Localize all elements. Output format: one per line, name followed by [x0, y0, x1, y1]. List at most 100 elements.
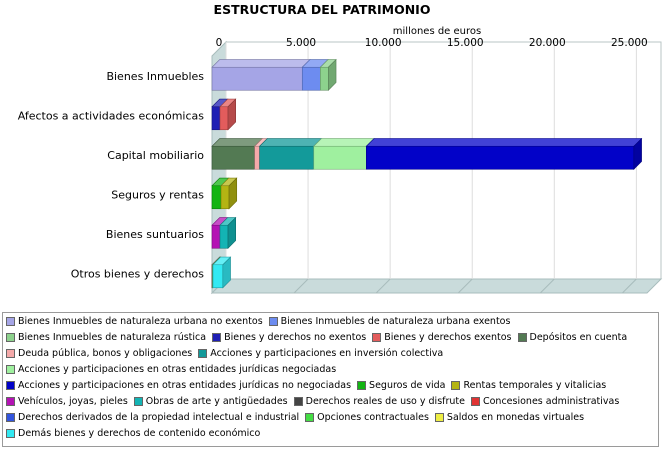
legend-label: Derechos reales de uso y disfrute	[305, 396, 465, 407]
legend-label: Opciones contractuales	[317, 412, 429, 423]
legend-item: Concesiones administrativas	[470, 396, 620, 407]
bar-end	[228, 177, 238, 210]
legend-swatch	[6, 397, 15, 406]
category-label: Otros bienes y derechos	[71, 267, 205, 280]
plot-floor	[210, 278, 663, 294]
legend-item: Acciones y participaciones en otras enti…	[6, 380, 351, 391]
gridline-floor	[457, 278, 473, 294]
legend-item: Acciones y participaciones en otras enti…	[6, 364, 336, 375]
legend-item: Bienes Inmuebles de naturaleza urbana ex…	[268, 316, 511, 327]
x-axis-label: millones de euros	[393, 26, 481, 37]
tick-label: 10.000	[365, 37, 402, 49]
legend-label: Depósitos en cuenta	[529, 332, 628, 343]
legend-label: Acciones y participaciones en otras enti…	[18, 380, 352, 391]
legend-swatch	[268, 317, 278, 326]
tick-label: 20.000	[529, 37, 566, 49]
category-label: Seguros y rentas	[111, 188, 204, 201]
tick-label: 5.000	[286, 37, 316, 49]
bar-top	[258, 138, 323, 147]
gridline-floor	[539, 278, 555, 294]
bar-segment	[211, 106, 221, 131]
bar-segment	[301, 66, 321, 91]
legend-item: Acciones y participaciones en inversión …	[198, 348, 443, 359]
bar-segment	[320, 66, 329, 91]
chart-title: ESTRUCTURA DEL PATRIMONIO	[214, 2, 431, 17]
legend-item: Demás bienes y derechos de contenido eco…	[6, 428, 260, 439]
legend-label: Bienes Inmuebles de naturaleza rústica	[18, 332, 207, 343]
legend-swatch	[6, 413, 15, 422]
legend-swatch	[6, 333, 15, 342]
bar-segment	[313, 145, 367, 170]
legend-label: Acciones y participaciones en otras enti…	[18, 364, 337, 375]
legend-label: Bienes Inmuebles de naturaleza urbana no…	[18, 316, 263, 327]
tick-label: 15.000	[447, 37, 484, 49]
legend-label: Seguros de vida	[369, 380, 446, 391]
legend-item: Bienes y derechos exentos	[372, 332, 512, 343]
legend: Bienes Inmuebles de naturaleza urbana no…	[2, 312, 659, 447]
legend-label: Obras de arte y antigüedades	[145, 396, 288, 407]
legend-label: Vehículos, joyas, pieles	[18, 396, 128, 407]
legend-label: Demás bienes y derechos de contenido eco…	[18, 428, 261, 439]
legend-item: Opciones contractuales	[305, 412, 429, 423]
legend-swatch	[517, 333, 527, 342]
legend-label: Concesiones administrativas	[482, 396, 620, 407]
bar-end	[227, 98, 236, 131]
legend-label: Saldos en monedas virtuales	[446, 412, 585, 423]
legend-item: Bienes y derechos no exentos	[212, 332, 366, 343]
legend-swatch	[6, 365, 15, 374]
legend-swatch	[293, 397, 303, 406]
tick-label: 0	[216, 37, 223, 49]
category-label: Bienes Inmuebles	[106, 70, 204, 83]
legend-swatch	[470, 397, 480, 406]
bar-segment	[211, 185, 222, 210]
bar-end	[633, 137, 642, 170]
legend-label: Rentas temporales y vitalicias	[463, 380, 607, 391]
chart: ESTRUCTURA DEL PATRIMONIO millones de eu…	[18, 2, 663, 295]
bar-top	[365, 138, 643, 147]
legend-item: Rentas temporales y vitalicias	[451, 380, 606, 391]
gridline-floor	[375, 278, 391, 294]
category-label: Afectos a actividades económicas	[18, 109, 205, 122]
bar-end	[328, 58, 337, 91]
tick-label: 25.000	[611, 37, 648, 49]
legend-swatch	[6, 381, 15, 390]
bar-segment	[219, 224, 229, 249]
bar-segment	[220, 185, 230, 210]
legend-item: Obras de arte y antigüedades	[133, 396, 288, 407]
legend-label: Bienes Inmuebles de naturaleza urbana ex…	[280, 316, 511, 327]
bar-top	[211, 59, 311, 68]
bar-segment	[211, 66, 303, 91]
bar-segment	[259, 145, 315, 170]
legend-item: Seguros de vida	[357, 380, 445, 391]
bar-end	[222, 256, 231, 289]
legend-swatch	[133, 397, 143, 406]
bar-segment	[254, 145, 260, 170]
legend-swatch	[212, 333, 222, 342]
legend-label: Derechos derivados de la propiedad intel…	[18, 412, 300, 423]
bar-end	[227, 216, 236, 249]
legend-swatch	[6, 429, 15, 438]
legend-item: Depósitos en cuenta	[517, 332, 628, 343]
legend-swatch	[6, 317, 15, 326]
legend-item: Bienes Inmuebles de naturaleza rústica	[6, 332, 206, 343]
legend-item: Derechos derivados de la propiedad intel…	[6, 412, 299, 423]
bar-segment	[211, 224, 221, 249]
legend-label: Deuda pública, bonos y obligaciones	[18, 348, 193, 359]
bar-segment	[211, 145, 255, 170]
legend-swatch	[372, 333, 382, 342]
legend-label: Acciones y participaciones en inversión …	[210, 348, 444, 359]
legend-label: Bienes y derechos exentos	[384, 332, 512, 343]
legend-item: Derechos reales de uso y disfrute	[293, 396, 465, 407]
bar-segment	[366, 145, 635, 170]
category-label: Bienes suntuarios	[106, 228, 204, 241]
legend-label: Bienes y derechos no exentos	[224, 332, 367, 343]
legend-swatch	[451, 381, 461, 390]
legend-item: Bienes Inmuebles de naturaleza urbana no…	[6, 316, 263, 327]
legend-swatch	[305, 413, 315, 422]
bar-segment	[219, 106, 229, 131]
legend-item: Vehículos, joyas, pieles	[6, 396, 128, 407]
legend-swatch	[198, 349, 208, 358]
legend-item: Saldos en monedas virtuales	[434, 412, 585, 423]
legend-item: Deuda pública, bonos y obligaciones	[6, 348, 192, 359]
gridline-floor	[622, 278, 637, 294]
